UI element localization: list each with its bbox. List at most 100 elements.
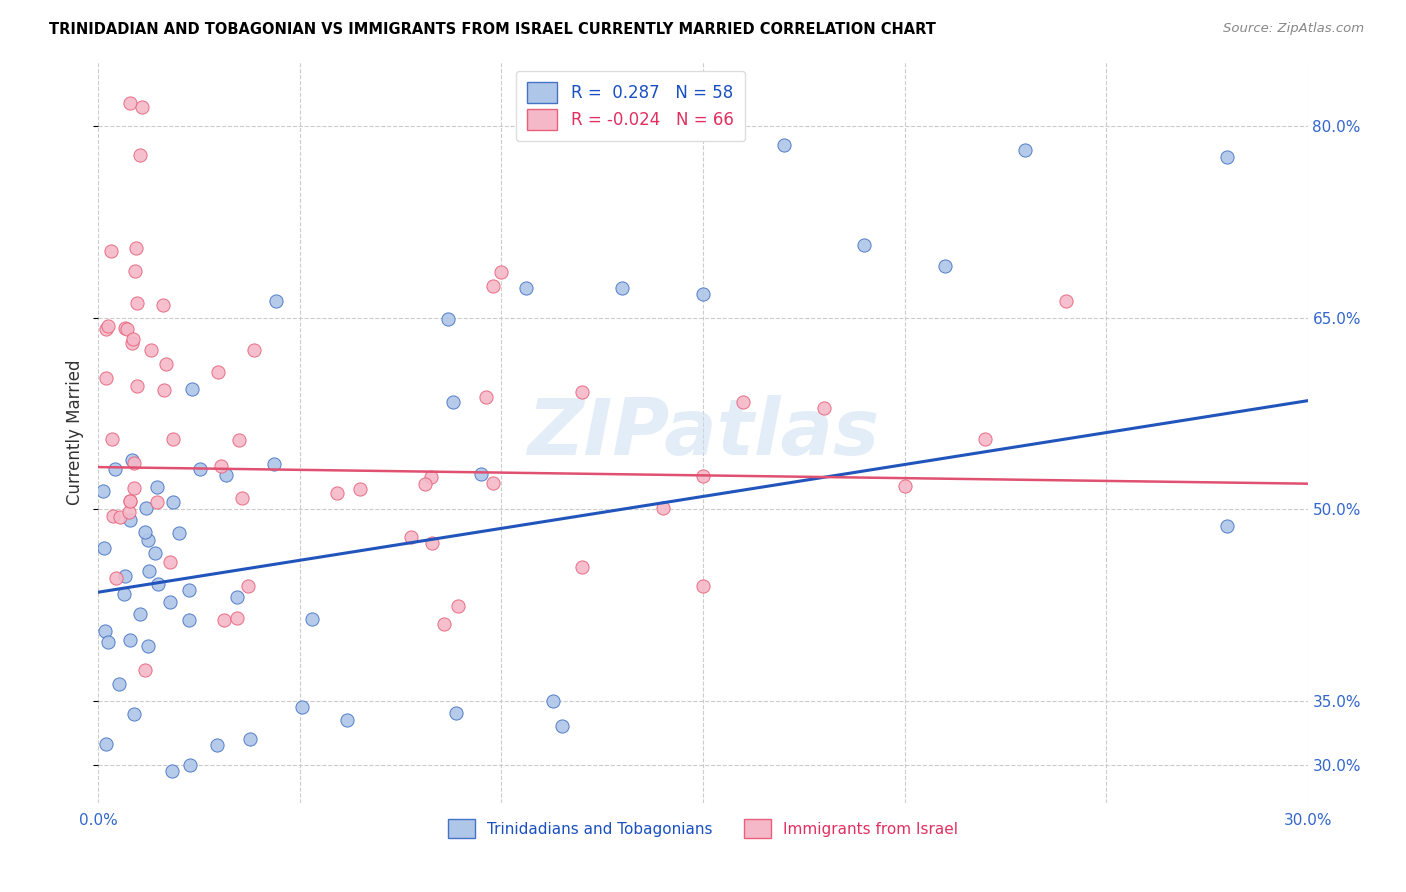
Text: ZIPatlas: ZIPatlas: [527, 394, 879, 471]
Point: [239, 731, 262, 746]
Point: [136, 533, 159, 547]
Point: [146, 480, 169, 494]
Point: [242, 343, 264, 358]
Point: [733, 394, 755, 409]
Point: [188, 462, 211, 476]
Point: [121, 336, 143, 351]
Point: [225, 611, 247, 625]
Point: [349, 482, 371, 496]
Point: [1014, 143, 1036, 157]
Point: [153, 383, 176, 397]
Point: [209, 458, 232, 473]
Point: [515, 281, 537, 295]
Point: [181, 382, 204, 396]
Point: [103, 462, 125, 476]
Point: [145, 495, 167, 509]
Point: [138, 640, 160, 654]
Point: [122, 332, 145, 346]
Point: [481, 475, 503, 490]
Point: [974, 432, 997, 446]
Point: [470, 467, 492, 482]
Point: [125, 296, 148, 310]
Point: [301, 612, 323, 626]
Point: [179, 757, 201, 772]
Point: [162, 432, 184, 446]
Point: [101, 433, 124, 447]
Point: [122, 456, 145, 470]
Point: [813, 401, 835, 415]
Point: [134, 525, 156, 540]
Point: [108, 677, 131, 691]
Point: [212, 614, 235, 628]
Point: [139, 343, 162, 358]
Point: [482, 278, 505, 293]
Point: [167, 526, 190, 541]
Point: [437, 312, 460, 326]
Point: [122, 481, 145, 495]
Point: [134, 663, 156, 677]
Point: [772, 138, 794, 153]
Point: [692, 579, 714, 593]
Point: [129, 607, 152, 622]
Point: [96, 737, 118, 751]
Point: [97, 635, 120, 649]
Point: [447, 599, 470, 614]
Point: [118, 96, 141, 111]
Point: [419, 470, 441, 484]
Point: [138, 564, 160, 578]
Point: [125, 379, 148, 393]
Point: [155, 357, 177, 371]
Point: [94, 371, 117, 385]
Text: Source: ZipAtlas.com: Source: ZipAtlas.com: [1223, 22, 1364, 36]
Point: [231, 491, 253, 505]
Point: [135, 500, 157, 515]
Point: [491, 265, 513, 279]
Point: [162, 764, 184, 778]
Point: [1216, 518, 1239, 533]
Point: [162, 495, 184, 509]
Point: [120, 632, 142, 647]
Point: [692, 286, 714, 301]
Point: [326, 486, 349, 500]
Point: [475, 390, 498, 404]
Point: [177, 613, 200, 627]
Legend: Trinidadians and Tobagonians, Immigrants from Israel: Trinidadians and Tobagonians, Immigrants…: [439, 810, 967, 847]
Point: [129, 148, 152, 162]
Point: [125, 241, 148, 255]
Point: [1054, 293, 1077, 308]
Point: [205, 739, 228, 753]
Point: [124, 263, 146, 277]
Point: [159, 555, 181, 569]
Point: [853, 237, 876, 252]
Point: [148, 576, 170, 591]
Point: [893, 479, 915, 493]
Point: [692, 468, 714, 483]
Point: [238, 579, 260, 593]
Point: [104, 570, 127, 584]
Point: [413, 477, 436, 491]
Point: [115, 322, 138, 336]
Point: [100, 244, 122, 258]
Point: [612, 281, 634, 295]
Point: [177, 583, 200, 598]
Point: [444, 706, 467, 721]
Point: [1216, 150, 1239, 164]
Point: [571, 384, 593, 399]
Point: [152, 298, 174, 312]
Point: [118, 513, 141, 527]
Point: [108, 510, 131, 524]
Point: [207, 365, 229, 379]
Point: [94, 624, 117, 639]
Point: [114, 321, 136, 335]
Point: [551, 719, 574, 733]
Point: [571, 559, 593, 574]
Point: [124, 706, 146, 721]
Point: [291, 700, 314, 714]
Point: [97, 319, 120, 334]
Point: [264, 294, 287, 309]
Point: [91, 483, 114, 498]
Point: [114, 569, 136, 583]
Point: [263, 458, 285, 472]
Point: [103, 509, 125, 524]
Point: [159, 595, 181, 609]
